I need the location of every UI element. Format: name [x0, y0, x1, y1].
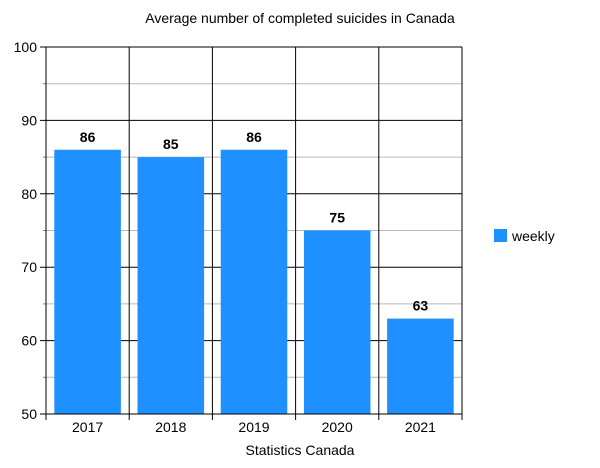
data-label-2019: 86	[246, 129, 262, 145]
axes: 50 60 70 80 90 100 2017 2018 2019 2020 2021	[14, 39, 462, 435]
x-axis-title: Statistics Canada	[246, 442, 355, 458]
y-tick-label: 80	[21, 186, 37, 202]
bar-2021	[387, 318, 454, 414]
x-tick-label-2017: 2017	[72, 419, 103, 435]
legend: weekly	[494, 228, 555, 244]
y-tick-label: 50	[21, 406, 37, 422]
bar-2019	[220, 149, 288, 414]
y-tick-label: 60	[21, 333, 37, 349]
x-tick-label-2018: 2018	[155, 419, 186, 435]
x-tick-label-2020: 2020	[322, 419, 353, 435]
y-tick-label: 70	[21, 259, 37, 275]
bars	[54, 149, 454, 414]
data-label-2018: 85	[163, 136, 179, 152]
x-tick-label-2019: 2019	[238, 419, 269, 435]
legend-label-weekly: weekly	[511, 228, 555, 244]
bar-2017	[54, 149, 121, 414]
bar-2020	[303, 230, 371, 414]
data-labels: 86 85 86 75 63	[80, 129, 429, 314]
y-tick-label: 90	[21, 112, 37, 128]
data-label-2017: 86	[80, 129, 96, 145]
chart-title: Average number of completed suicides in …	[145, 10, 455, 26]
legend-swatch-weekly	[494, 229, 507, 242]
bar-2018	[137, 157, 205, 414]
data-label-2020: 75	[329, 210, 345, 226]
x-tick-label-2021: 2021	[405, 419, 436, 435]
data-label-2021: 63	[413, 298, 429, 314]
y-tick-label: 100	[14, 39, 38, 55]
